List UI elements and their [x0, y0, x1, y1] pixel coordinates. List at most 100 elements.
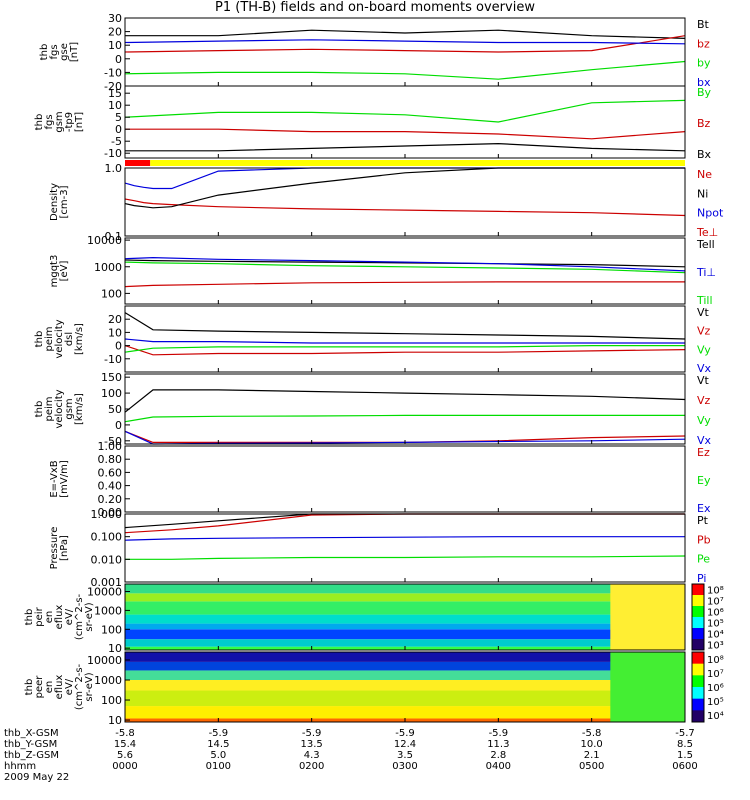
y-tick-label: 0 — [115, 53, 122, 66]
y-axis-label: sr-eV) — [84, 602, 95, 631]
spectrogram-band-5 — [125, 661, 685, 671]
colorbar-tick-label: 10⁸ — [707, 655, 724, 666]
y-axis-label: velocity — [54, 389, 65, 428]
spectrogram-band-1 — [125, 706, 685, 719]
footer-label: thb_Y-GSM — [4, 739, 57, 750]
y-axis-label: gsm — [54, 111, 65, 132]
series-line-1 — [124, 256, 686, 272]
colorbar-tick-label: 10⁴ — [707, 711, 724, 722]
legend-entry: Till — [696, 294, 713, 307]
footer-value: -5.8 — [582, 728, 602, 739]
y-axis-label: en — [44, 681, 55, 694]
series-line-1 — [125, 128, 686, 140]
footer-value: 14.5 — [207, 739, 229, 750]
legend-entry: Ez — [697, 446, 710, 459]
spectrogram-band-6 — [125, 593, 685, 602]
footer-value: 0300 — [392, 761, 417, 772]
colorbar-tick-label: 10⁷ — [707, 597, 724, 608]
series-line-0 — [125, 29, 686, 39]
y-axis-label: [eV] — [59, 261, 70, 282]
y-tick-label: -10 — [104, 353, 122, 366]
y-tick-label: 100 — [101, 623, 122, 636]
series-line-0 — [124, 312, 686, 340]
series-line-3 — [124, 536, 685, 541]
y-tick-label: 30 — [108, 12, 122, 25]
legend-entry: Vy — [697, 414, 711, 427]
legend-entry: Vx — [697, 362, 712, 375]
colorbar-frame — [691, 651, 705, 723]
footer-value: 3.5 — [397, 750, 413, 761]
panel-frame — [124, 17, 686, 87]
footer-value: 15.4 — [114, 739, 136, 750]
legend-entry: Pe — [697, 553, 710, 566]
legend-entry: Pb — [697, 533, 711, 546]
y-tick-label: 10 — [108, 714, 122, 727]
footer-value: -5.8 — [115, 728, 135, 739]
series-line-0 — [124, 259, 686, 268]
series-line-2 — [124, 261, 686, 274]
footer-value: 0600 — [672, 761, 697, 772]
legend-entry: Vt — [697, 374, 710, 387]
spectrogram-band-6 — [125, 652, 685, 662]
mode-bar-segment-0 — [125, 160, 151, 166]
series-line-2 — [124, 345, 685, 353]
legend-entry: Te⊥ — [696, 226, 718, 239]
footer-value: -5.7 — [675, 728, 695, 739]
y-axis-label: eV/ — [64, 678, 75, 695]
colorbar-segment-1 — [692, 663, 704, 676]
y-axis-label: Density — [49, 183, 60, 221]
series-line-3 — [124, 338, 685, 344]
footer-date: 2009 May 22 — [4, 772, 69, 783]
y-tick-label: 100 — [101, 694, 122, 707]
series-line-0 — [124, 198, 686, 217]
footer-value: 0400 — [486, 761, 511, 772]
series-line-3 — [124, 281, 685, 288]
y-tick-label: 0 — [115, 419, 122, 432]
footer-value: 5.6 — [117, 750, 133, 761]
y-axis-label: gse — [59, 43, 70, 61]
y-tick-label: -50 — [104, 435, 122, 448]
colorbar-tick-label: 10⁶ — [707, 683, 724, 694]
y-tick-label: -20 — [104, 80, 122, 93]
footer-value: -5.9 — [395, 728, 415, 739]
y-tick-label: 20 — [108, 26, 122, 39]
footer-value: -5.9 — [489, 728, 509, 739]
footer-label: thb_X-GSM — [4, 728, 59, 739]
y-tick-label: 0.001 — [91, 576, 123, 589]
legend-entry: by — [697, 57, 711, 70]
series-line-1 — [124, 35, 686, 53]
y-tick-label: 0.100 — [91, 531, 123, 544]
colorbar-tick-label: 10⁴ — [707, 630, 724, 641]
legend-entry: Vz — [697, 325, 711, 338]
series-line-3 — [124, 39, 686, 45]
colorbar-segment-2 — [692, 675, 704, 688]
y-axis-label: sr-eV) — [84, 672, 95, 701]
y-axis-label: thb — [24, 679, 35, 696]
legend-entry: Vx — [697, 434, 712, 447]
footer-value: -5.9 — [209, 728, 229, 739]
series-line-1 — [124, 513, 685, 534]
spectrogram-band-7 — [125, 584, 685, 594]
y-axis-label: [nPa] — [59, 535, 70, 561]
y-axis-label: Pressure — [49, 527, 60, 570]
y-tick-label: 0.20 — [98, 493, 123, 506]
y-tick-label: 10000 — [87, 234, 122, 247]
series-line-1 — [124, 345, 686, 356]
y-axis-label: peir — [34, 606, 45, 626]
footer-value: 1.5 — [677, 750, 693, 761]
colorbar-segment-5 — [692, 639, 704, 651]
y-axis-label: fgs — [49, 44, 60, 59]
y-axis-label: eV/ — [64, 608, 75, 625]
series-line-2 — [124, 167, 685, 190]
colorbar-tick-label: 10⁵ — [707, 697, 724, 708]
colorbar-segment-0 — [692, 584, 704, 596]
series-line-0 — [124, 99, 686, 123]
spectrogram-late-block — [610, 584, 685, 650]
y-tick-label: 10000 — [87, 654, 122, 667]
y-tick-label: 1000 — [94, 604, 122, 617]
y-axis-label: thb — [24, 609, 35, 626]
footer-value: 10.0 — [581, 739, 603, 750]
y-tick-label: 10 — [108, 99, 122, 112]
colorbar-tick-label: 10⁷ — [707, 669, 724, 680]
y-tick-label: 5 — [115, 111, 122, 124]
